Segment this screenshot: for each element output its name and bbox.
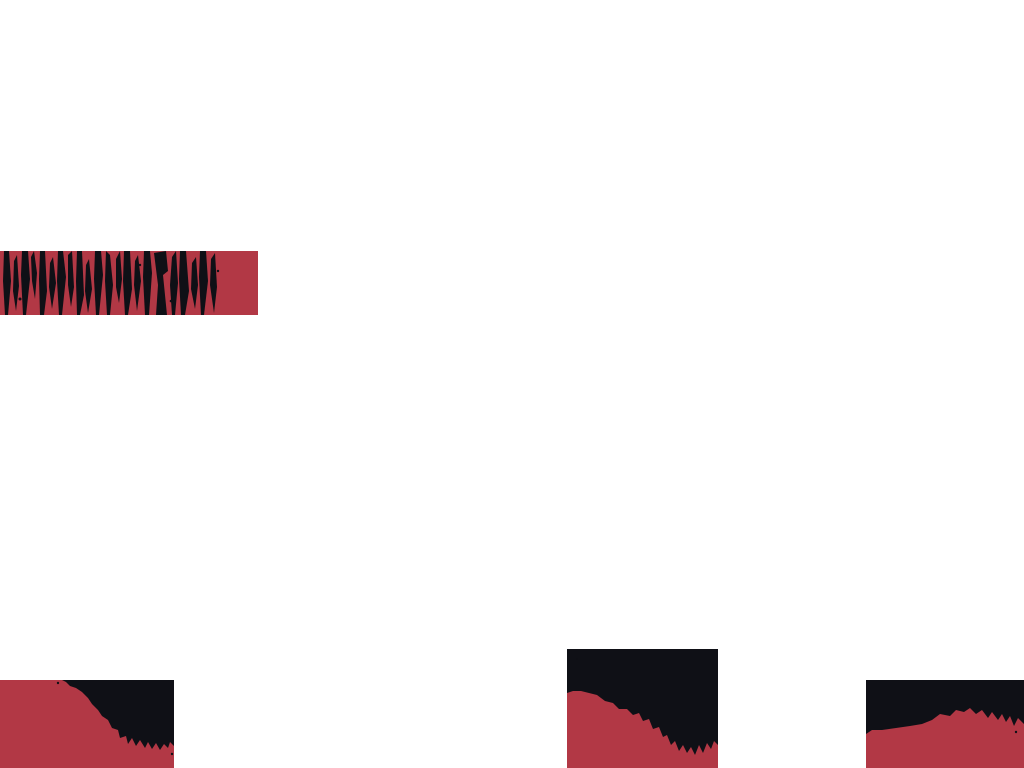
grunge-slope-tile-icon xyxy=(567,649,718,768)
grunge-corner-tile-icon xyxy=(0,680,174,768)
grunge-edge-tile-icon xyxy=(866,680,1024,768)
grunge-stripes-banner-icon xyxy=(0,251,258,315)
